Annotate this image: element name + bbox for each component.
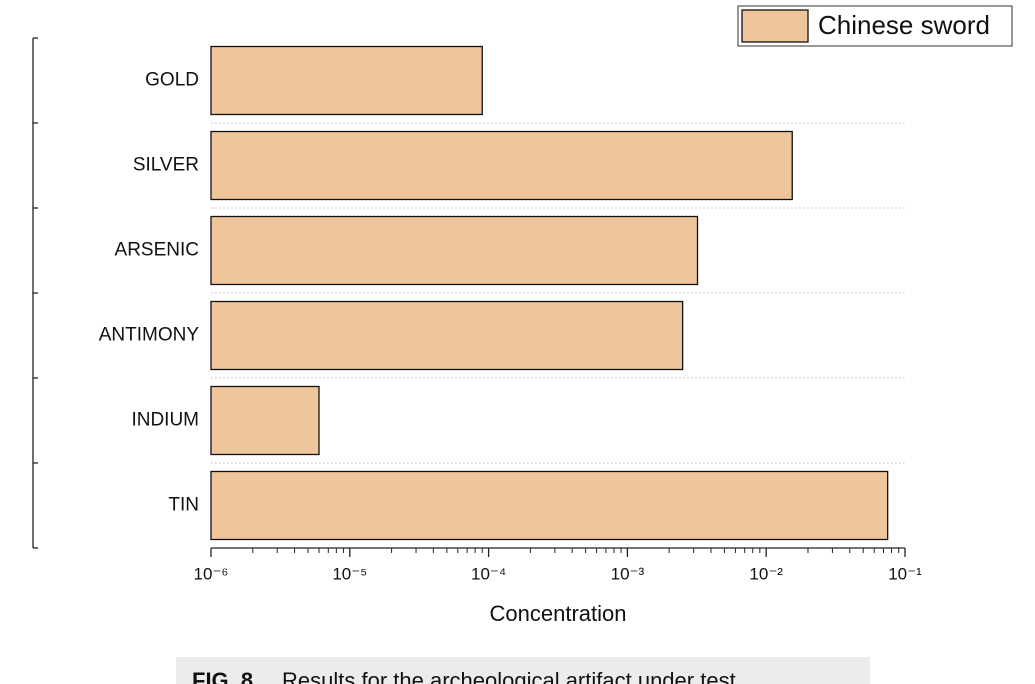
y-tick-label: ANTIMONY xyxy=(99,325,200,346)
x-tick-label: 10⁻² xyxy=(749,564,783,583)
y-tick-label: TIN xyxy=(168,495,199,516)
x-axis-title: Concentration xyxy=(490,601,627,626)
legend-swatch xyxy=(741,9,809,43)
bar xyxy=(210,215,699,286)
x-tick-label: 10⁻⁶ xyxy=(194,564,229,583)
bar xyxy=(210,300,684,371)
bar xyxy=(210,130,793,201)
x-tick-label: 10⁻³ xyxy=(611,564,645,583)
bar xyxy=(210,45,483,116)
caption-label: FIG. 8. xyxy=(192,668,259,684)
x-tick-label: 10⁻⁴ xyxy=(471,564,506,583)
y-tick-label: INDIUM xyxy=(131,410,199,431)
x-tick-label: 10⁻¹ xyxy=(888,564,922,583)
bar xyxy=(210,470,889,541)
y-tick-label: SILVER xyxy=(133,155,199,176)
x-tick-label: 10⁻⁵ xyxy=(332,564,367,583)
caption-text: Results for the archeological artifact u… xyxy=(282,668,742,684)
bar xyxy=(210,385,320,456)
legend-label: Chinese sword xyxy=(818,10,990,40)
y-tick-label: ARSENIC xyxy=(115,240,199,261)
caption-box xyxy=(176,657,870,684)
y-tick-label: GOLD xyxy=(145,70,199,91)
